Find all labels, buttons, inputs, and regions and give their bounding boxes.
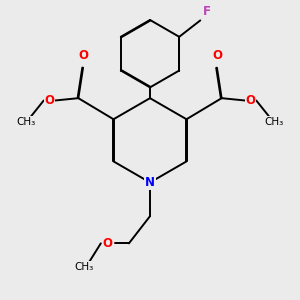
Text: O: O — [246, 94, 256, 107]
Text: CH₃: CH₃ — [16, 117, 35, 127]
Text: O: O — [212, 49, 222, 62]
Text: CH₃: CH₃ — [75, 262, 94, 272]
Text: O: O — [44, 94, 54, 107]
Text: O: O — [103, 237, 113, 250]
Text: CH₃: CH₃ — [265, 117, 284, 127]
Text: N: N — [145, 176, 155, 189]
Text: O: O — [78, 49, 88, 62]
Text: F: F — [202, 5, 211, 18]
